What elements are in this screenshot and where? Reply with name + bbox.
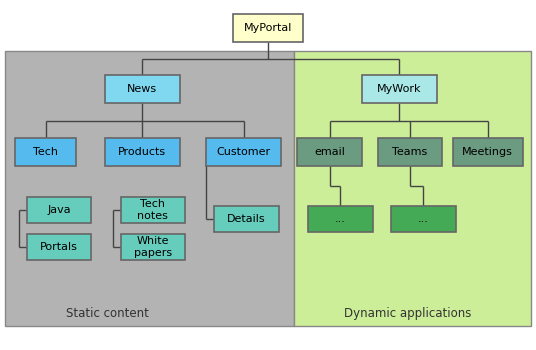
FancyBboxPatch shape: [308, 206, 373, 232]
Text: Tech: Tech: [33, 147, 58, 157]
FancyBboxPatch shape: [378, 138, 442, 166]
Text: ...: ...: [418, 214, 429, 224]
FancyBboxPatch shape: [5, 51, 294, 326]
FancyBboxPatch shape: [27, 197, 91, 223]
Text: White
papers: White papers: [133, 236, 172, 258]
FancyBboxPatch shape: [121, 234, 185, 260]
Text: Details: Details: [227, 214, 266, 224]
FancyBboxPatch shape: [105, 138, 180, 166]
FancyBboxPatch shape: [362, 75, 437, 103]
Text: MyPortal: MyPortal: [244, 23, 292, 33]
Text: News: News: [127, 84, 157, 94]
FancyBboxPatch shape: [453, 138, 523, 166]
Text: MyWork: MyWork: [377, 84, 422, 94]
Text: Meetings: Meetings: [463, 147, 513, 157]
Text: email: email: [314, 147, 345, 157]
Text: Static content: Static content: [66, 307, 148, 320]
FancyBboxPatch shape: [233, 14, 303, 42]
FancyBboxPatch shape: [214, 206, 279, 232]
FancyBboxPatch shape: [294, 51, 531, 326]
FancyBboxPatch shape: [206, 138, 281, 166]
Text: Portals: Portals: [40, 242, 78, 252]
Text: Tech
notes: Tech notes: [137, 199, 168, 221]
FancyBboxPatch shape: [15, 138, 77, 166]
Text: Products: Products: [118, 147, 166, 157]
Text: ...: ...: [335, 214, 346, 224]
FancyBboxPatch shape: [27, 234, 91, 260]
Text: Java: Java: [47, 205, 71, 215]
Text: Teams: Teams: [392, 147, 428, 157]
Text: Customer: Customer: [217, 147, 271, 157]
FancyBboxPatch shape: [391, 206, 456, 232]
FancyBboxPatch shape: [121, 197, 185, 223]
Text: Dynamic applications: Dynamic applications: [344, 307, 471, 320]
FancyBboxPatch shape: [297, 138, 362, 166]
FancyBboxPatch shape: [105, 75, 180, 103]
